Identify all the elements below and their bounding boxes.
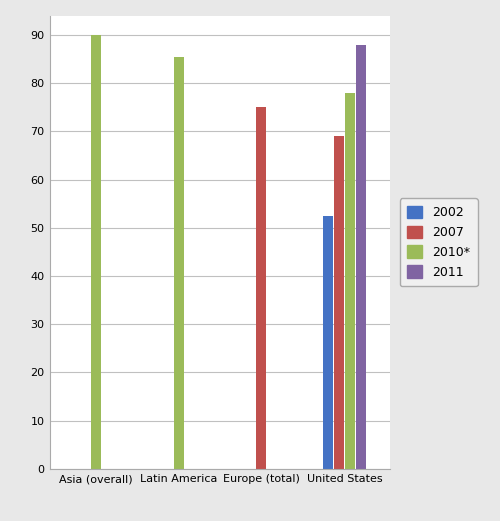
Bar [356,45,366,469]
Legend: 2002, 2007, 2010*, 2011: 2002, 2007, 2010*, 2011 [400,198,477,287]
Bar [323,216,333,469]
Bar [174,57,184,469]
Bar [90,35,101,469]
Bar [345,93,355,469]
Bar [334,136,344,469]
Bar [256,107,266,469]
